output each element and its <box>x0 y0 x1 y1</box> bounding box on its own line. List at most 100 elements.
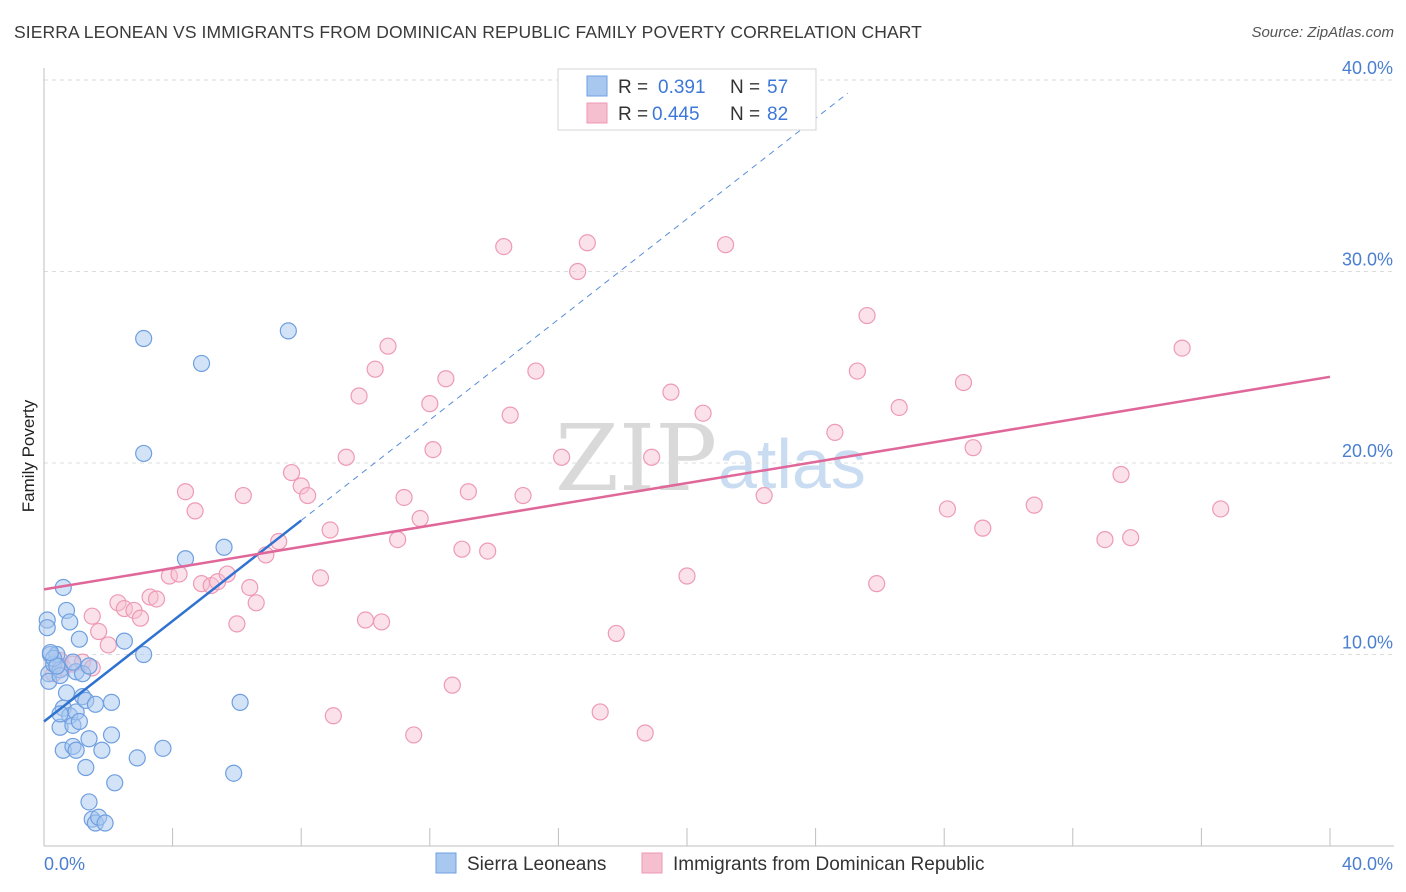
trend-lines <box>43 92 1331 723</box>
point-dominican-58 <box>569 262 587 281</box>
legend-n-label-1: N = <box>730 77 760 98</box>
point-dominican-49 <box>443 676 461 694</box>
point-sierra-leonean-36 <box>102 726 121 744</box>
watermark: ZIP atlas <box>555 405 866 512</box>
point-dominican-32 <box>299 486 317 505</box>
point-dominican-40 <box>372 613 391 631</box>
point-dominican-41 <box>379 337 397 355</box>
point-sierra-leonean-22 <box>70 630 88 648</box>
y-tick-label-10: 10.0% <box>1342 633 1393 653</box>
point-dominican-24 <box>228 615 246 633</box>
point-dominican-47 <box>424 440 442 459</box>
point-dominican-67 <box>716 236 735 254</box>
point-dominican-31 <box>292 477 310 495</box>
point-dominican-42 <box>389 530 407 549</box>
legend-r-value-1: 0.391 <box>658 77 706 98</box>
point-sierra-leonean-52 <box>70 712 88 731</box>
trend-line-sierra-leonean <box>43 519 302 723</box>
point-sierra-leonean-40 <box>135 444 153 463</box>
point-dominican-62 <box>636 724 654 742</box>
bottom-legend-label-sierra-leoneans: Sierra Leoneans <box>467 854 606 875</box>
point-sierra-leonean-37 <box>106 774 124 792</box>
bottom-legend-swatch-blue <box>435 852 457 874</box>
point-sierra-leonean-11 <box>61 613 79 631</box>
watermark-zip: ZIP <box>555 405 717 512</box>
legend-swatch-blue <box>586 75 608 97</box>
point-dominican-56 <box>527 362 545 380</box>
point-dominican-38 <box>356 611 375 629</box>
legend-box: R = 0.391 N = 57 R = 0.445 N = 82 <box>557 68 817 131</box>
point-dominican-60 <box>591 703 609 721</box>
point-dominican-10 <box>109 594 127 612</box>
point-dominican-73 <box>890 398 908 417</box>
point-dominican-69 <box>826 423 844 441</box>
trend-line-dominican <box>43 375 1331 591</box>
point-dominican-81 <box>1122 529 1140 547</box>
point-sierra-leonean-55 <box>86 695 105 713</box>
point-sierra-leonean-46 <box>215 538 233 556</box>
point-dominican-52 <box>479 542 497 560</box>
y-axis-label: Family Poverty <box>19 399 38 512</box>
watermark-atlas: atlas <box>718 425 866 503</box>
point-dominican-79 <box>1096 530 1114 549</box>
point-sierra-leonean-29 <box>80 793 98 811</box>
point-sierra-leonean-26 <box>80 657 98 675</box>
point-dominican-63 <box>643 448 661 466</box>
point-dominican-44 <box>405 726 423 744</box>
point-dominican-53 <box>495 238 513 256</box>
bottom-legend: Sierra Leoneans Immigrants from Dominica… <box>435 852 985 875</box>
point-dominican-45 <box>411 509 429 528</box>
legend-swatch-pink <box>586 102 608 124</box>
legend-n-label-2: N = <box>730 104 760 125</box>
point-dominican-72 <box>868 575 886 593</box>
point-sierra-leonean-28 <box>77 758 95 777</box>
point-sierra-leonean-49 <box>279 322 297 340</box>
point-dominican-55 <box>514 486 532 505</box>
point-sierra-leonean-53 <box>41 643 60 662</box>
point-dominican-48 <box>437 370 455 388</box>
x-tick-label-right: 40.0% <box>1342 854 1393 874</box>
gridlines <box>44 79 1394 655</box>
point-dominican-13 <box>131 609 150 627</box>
legend-n-value-1: 57 <box>767 77 788 98</box>
trend-line-sierra-leonean-extension <box>300 92 849 521</box>
point-sierra-leonean-45 <box>192 354 211 373</box>
point-dominican-54 <box>501 406 519 424</box>
legend-r-label-1: R = <box>618 77 648 98</box>
source-credit: Source: ZipAtlas.com <box>1251 24 1394 41</box>
chart-title: SIERRA LEONEAN VS IMMIGRANTS FROM DOMINI… <box>14 22 922 42</box>
series-sierra-leonean-points <box>38 322 297 832</box>
point-dominican-35 <box>324 707 342 725</box>
legend-r-value-2: 0.445 <box>652 104 700 125</box>
legend-n-value-2: 82 <box>767 104 788 125</box>
point-dominican-23 <box>218 565 236 583</box>
point-dominican-7 <box>83 607 101 625</box>
point-dominican-82 <box>1173 339 1191 357</box>
point-dominican-68 <box>755 486 773 505</box>
point-dominican-18 <box>176 483 195 501</box>
point-dominican-37 <box>350 387 368 405</box>
point-dominican-76 <box>964 439 982 457</box>
point-dominican-80 <box>1112 465 1130 484</box>
y-tick-label-20: 20.0% <box>1342 441 1393 461</box>
point-sierra-leonean-41 <box>135 329 153 348</box>
point-dominican-26 <box>241 578 259 597</box>
point-sierra-leonean-47 <box>225 764 243 782</box>
point-dominican-74 <box>938 500 957 518</box>
point-dominican-57 <box>553 448 571 466</box>
point-dominican-70 <box>848 362 866 380</box>
point-dominican-14 <box>141 588 159 606</box>
point-dominican-25 <box>234 486 252 505</box>
point-dominican-83 <box>1212 500 1230 518</box>
y-tick-labels: 10.0% 20.0% 30.0% 40.0% <box>1342 58 1393 653</box>
point-sierra-leonean-48 <box>231 693 249 711</box>
point-dominican-33 <box>311 569 330 587</box>
point-dominican-59 <box>578 234 596 252</box>
point-dominican-15 <box>147 590 166 608</box>
point-dominican-78 <box>1025 496 1043 514</box>
point-sierra-leonean-34 <box>96 814 114 832</box>
point-dominican-27 <box>247 594 265 612</box>
point-dominican-75 <box>954 373 973 392</box>
point-dominican-51 <box>459 483 477 501</box>
point-sierra-leonean-35 <box>102 693 121 711</box>
